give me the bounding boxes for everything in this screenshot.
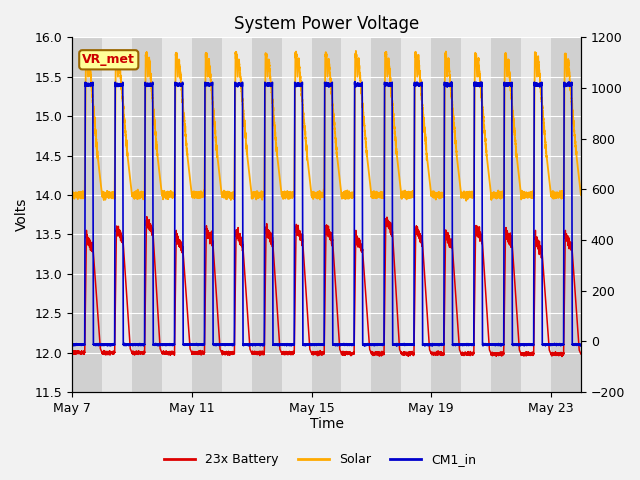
Bar bbox=[371, 37, 401, 392]
Bar bbox=[252, 37, 282, 392]
Bar bbox=[521, 37, 551, 392]
Bar bbox=[102, 37, 132, 392]
Bar bbox=[551, 37, 581, 392]
Title: System Power Voltage: System Power Voltage bbox=[234, 15, 419, 33]
X-axis label: Time: Time bbox=[310, 418, 344, 432]
Bar bbox=[491, 37, 521, 392]
Bar bbox=[72, 37, 102, 392]
Bar bbox=[461, 37, 491, 392]
Bar bbox=[162, 37, 192, 392]
Bar bbox=[132, 37, 162, 392]
Bar bbox=[401, 37, 431, 392]
Legend: 23x Battery, Solar, CM1_in: 23x Battery, Solar, CM1_in bbox=[159, 448, 481, 471]
Bar bbox=[431, 37, 461, 392]
Bar bbox=[222, 37, 252, 392]
Y-axis label: Volts: Volts bbox=[15, 198, 29, 231]
Text: VR_met: VR_met bbox=[83, 53, 135, 66]
Bar bbox=[282, 37, 312, 392]
Bar bbox=[192, 37, 222, 392]
Bar bbox=[312, 37, 342, 392]
Bar bbox=[342, 37, 371, 392]
